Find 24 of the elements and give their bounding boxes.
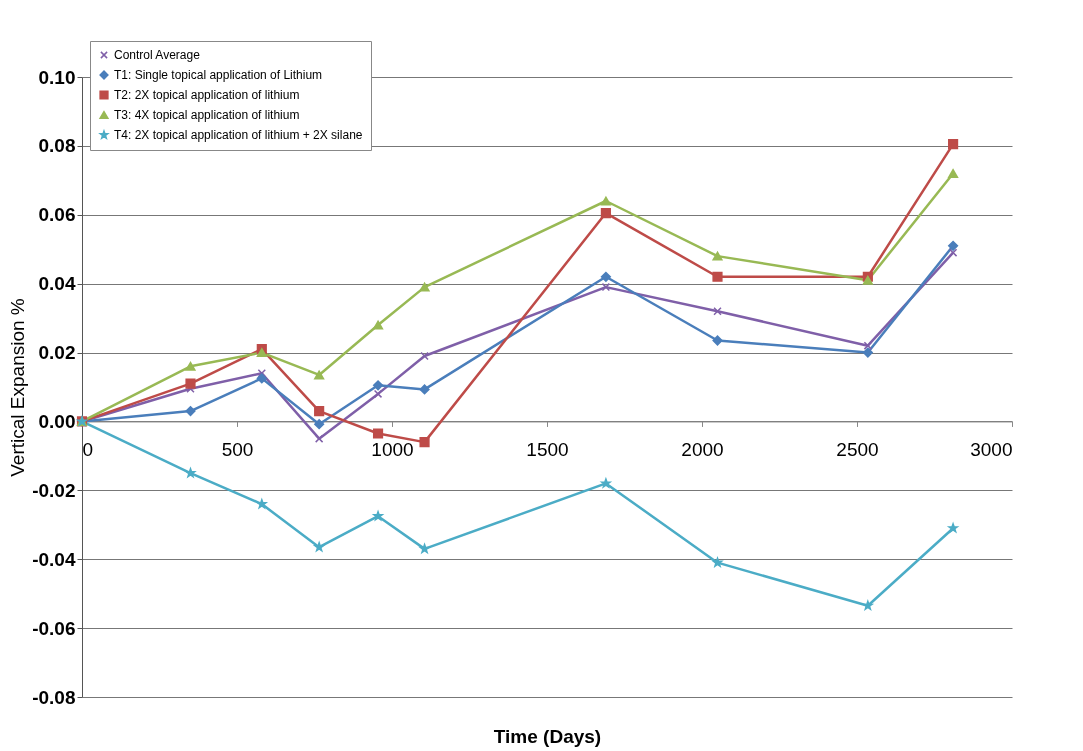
legend-label: T4: 2X topical application of lithium + 2X silane (114, 128, 363, 142)
x-tick-label: 500 (221, 438, 254, 460)
x-tick-label: 0 (82, 438, 94, 460)
x-tick-label: 2000 (681, 438, 724, 460)
legend-label: T1: Single topical application of Lithium (114, 68, 323, 82)
y-tick-label: -0.06 (32, 617, 76, 639)
y-tick-label: -0.04 (32, 548, 76, 570)
legend-label: Control Average (114, 48, 201, 62)
y-tick-label: 0.04 (38, 273, 76, 295)
x-tick-label: 3000 (970, 438, 1013, 460)
x-tick-label: 1500 (526, 438, 569, 460)
y-tick-label: -0.02 (32, 479, 76, 501)
legend-label: T2: 2X topical application of lithium (114, 88, 300, 102)
y-tick-label: 0.00 (38, 410, 76, 432)
x-axis-title: Time (Days) (493, 725, 602, 747)
x-tick-label: 2500 (836, 438, 879, 460)
y-tick-label: 0.06 (38, 204, 76, 226)
x-tick-label: 1000 (371, 438, 414, 460)
y-axis-title: Vertical Expansion % (7, 298, 29, 477)
y-tick-label: 0.08 (38, 135, 76, 157)
y-tick-label: -0.08 (32, 686, 76, 708)
y-tick-label: 0.02 (38, 342, 76, 364)
y-tick-label: 0.10 (38, 66, 76, 88)
legend-label: T3: 4X topical application of lithium (114, 108, 300, 122)
